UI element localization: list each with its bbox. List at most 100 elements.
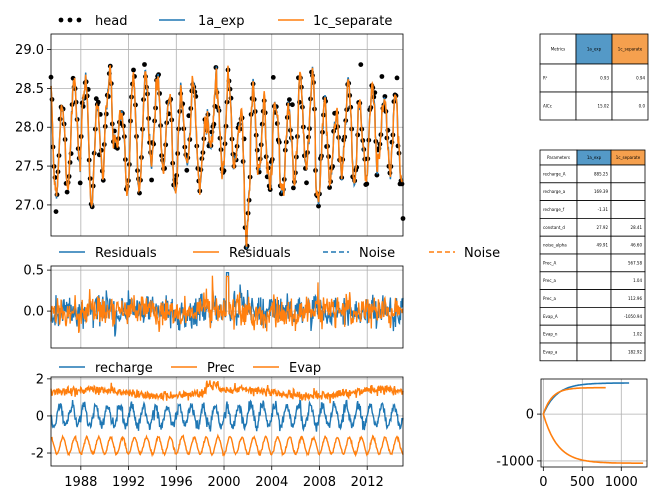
ytick-label: -2 — [31, 447, 44, 462]
head-observation-point — [290, 102, 295, 108]
table-cell-text: 1.04 — [633, 278, 642, 283]
table-cell — [539, 91, 577, 121]
residuals-legend: Residuals Residuals Noise Noise — [59, 246, 500, 261]
head-observation-point — [186, 113, 192, 119]
head-observation-point — [77, 180, 83, 186]
recharge-line — [50, 399, 404, 432]
stresses-frame — [50, 376, 404, 467]
table-cell-text: Evap_A — [543, 314, 558, 319]
ytick-label: 28.0 — [15, 121, 44, 136]
table-cell-text: 28.41 — [631, 225, 643, 230]
table-cell-text: -1050.94 — [624, 314, 642, 319]
ytick-label: 2 — [36, 372, 44, 387]
head-observation-point — [131, 67, 136, 73]
legend-head-label: head — [95, 14, 127, 29]
head-observation-point — [358, 62, 364, 67]
ytick-label: 29.0 — [15, 43, 44, 58]
table-cell — [576, 342, 612, 362]
table-cell-text: R² — [543, 76, 548, 81]
heads-yticks: 29.0 28.5 28.0 27.5 27.0 — [15, 43, 51, 213]
legend-noise-blue-label: Noise — [359, 246, 395, 261]
head-observation-point — [115, 145, 120, 151]
table-cell — [539, 63, 577, 93]
table-cell — [576, 271, 612, 290]
table-header-text: 1a_exp — [587, 155, 602, 160]
stresses-panel: 2 0 -2 1988 1992 1996 2000 2004 2008 2012 rechar… — [31, 361, 404, 490]
table-cell-text: AICc — [543, 104, 552, 109]
step-response-series — [542, 382, 644, 464]
table-cell — [576, 253, 612, 273]
ytick-label: 0.5 — [23, 264, 44, 279]
table-header-text: 1c_separate — [616, 155, 641, 160]
heads-frame — [50, 33, 404, 237]
step-response-grid — [541, 379, 647, 467]
table-cell — [575, 63, 613, 93]
legend-noise-orange-label: Noise — [464, 246, 500, 261]
legend-evap-label: Evap — [289, 361, 321, 376]
xtick-label: 2008 — [303, 475, 336, 490]
heads-grid — [51, 34, 403, 236]
ytick-label: 0.0 — [23, 305, 44, 320]
head-observation-point — [394, 75, 400, 81]
head-observation-point — [142, 62, 147, 67]
table-header-text: Metrics — [551, 47, 566, 52]
table-cell — [575, 91, 613, 121]
table-cell-text: Prec_a — [543, 296, 557, 301]
xtick-label: 1000 — [605, 475, 638, 490]
table-cell — [576, 306, 612, 326]
head-observation-point — [184, 167, 190, 173]
table-cell — [576, 289, 612, 308]
table-header-text: 1c_separate — [618, 47, 643, 52]
residuals-series — [50, 271, 404, 337]
table-cell-text: 27.92 — [597, 225, 609, 230]
table-cell-text: 15.02 — [598, 104, 610, 109]
table-cell — [576, 324, 612, 344]
table-cell-text: Evap_a — [543, 349, 558, 354]
legend-prec-label: Prec — [207, 361, 235, 376]
heads-legend: head 1a_exp 1c_separate — [58, 14, 392, 29]
head-observation-point — [379, 74, 385, 79]
xtick-label: 1988 — [64, 475, 97, 490]
table-cell-text: recharge_a — [543, 189, 566, 194]
table-cell-text: 0.94 — [636, 76, 645, 81]
step-response-xticks: 0 500 1000 — [539, 467, 638, 490]
head-observation-point — [304, 180, 309, 186]
table-cell-text: 112.96 — [628, 296, 642, 301]
step-response-frame — [540, 378, 648, 468]
xtick-label: 2012 — [351, 475, 384, 490]
table-cell-text: recharge_f — [543, 207, 565, 212]
residuals-panel: 0.5 0.0 Residuals Residuals Noise Noise — [23, 246, 500, 349]
head-observation-point — [93, 96, 99, 102]
legend-recharge-label: recharge — [95, 361, 153, 376]
xtick-label: 0 — [539, 475, 547, 490]
xtick-label: 1992 — [112, 475, 145, 490]
head-observation-point — [327, 185, 332, 190]
ytick-label: 0 — [526, 408, 534, 423]
metrics-table: Metrics 1a_exp 1c_separate R² 0.93 0.94 AICc 15… — [539, 33, 649, 121]
table-cell-text: 46.60 — [631, 243, 643, 248]
residuals-frame — [50, 265, 404, 349]
table-header-text: 1a_exp — [587, 47, 602, 52]
head-observation-point — [287, 97, 292, 102]
head-observation-point — [137, 190, 142, 196]
step-response-line — [542, 386, 606, 415]
stresses-yticks: 2 0 -2 — [31, 372, 51, 462]
legend-head-marker — [58, 17, 64, 23]
head-observation-point — [316, 203, 321, 209]
table-cell-text: noise_alpha — [543, 243, 567, 248]
table-cell-text: 169.39 — [594, 189, 608, 194]
ytick-label: -1000 — [496, 454, 534, 469]
table-header-cell — [575, 33, 613, 65]
head-observation-point — [270, 75, 276, 80]
ytick-label: 0 — [36, 409, 44, 424]
table-cell-text: 49.91 — [597, 243, 609, 248]
head-observation-point — [53, 209, 59, 215]
parameters-table: Parameters 1a_exp 1c_separate recharge_A 885… — [539, 149, 646, 362]
xtick-label: 500 — [570, 475, 595, 490]
ytick-label: 28.5 — [15, 82, 44, 97]
step-response-yticks: 0 -1000 — [496, 408, 541, 469]
legend-head-marker — [76, 17, 82, 23]
heads-panel: 29.0 28.5 28.0 27.5 27.0 head 1a_exp 1c_sepa… — [15, 14, 406, 251]
table-cell-text: constant_d — [543, 225, 565, 230]
